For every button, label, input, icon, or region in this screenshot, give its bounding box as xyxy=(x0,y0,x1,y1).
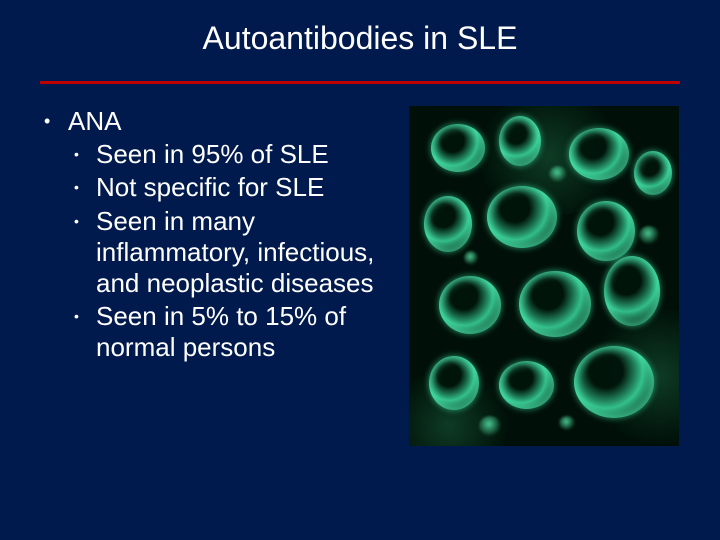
blob xyxy=(559,416,575,430)
title-underline xyxy=(40,81,680,84)
cell xyxy=(424,196,472,252)
bullet-list-level2: Seen in 95% of SLE Not specific for SLE … xyxy=(68,139,399,363)
cell xyxy=(431,124,485,172)
ana-micrograph-image xyxy=(409,106,679,446)
cell xyxy=(499,116,541,166)
cell xyxy=(577,201,635,261)
blob xyxy=(464,251,478,265)
bullet-sub: Seen in 95% of SLE xyxy=(68,139,399,170)
slide: Autoantibodies in SLE ANA Seen in 95% of… xyxy=(0,0,720,540)
bullet-sub-text: Seen in 5% to 15% of normal persons xyxy=(96,301,346,362)
cell xyxy=(429,356,479,410)
cell xyxy=(634,151,672,195)
image-column xyxy=(409,106,690,446)
content-row: ANA Seen in 95% of SLE Not specific for … xyxy=(30,106,690,446)
blob xyxy=(639,226,659,244)
cell xyxy=(604,256,660,326)
bullet-sub: Not specific for SLE xyxy=(68,172,399,203)
cell xyxy=(439,276,501,334)
bullet-sub: Seen in many inflammatory, infectious, a… xyxy=(68,206,399,300)
cell xyxy=(499,361,554,409)
bullet-sub-text: Seen in 95% of SLE xyxy=(96,139,329,169)
cell xyxy=(574,346,654,418)
text-column: ANA Seen in 95% of SLE Not specific for … xyxy=(40,106,399,446)
cell xyxy=(569,128,629,180)
bullet-sub-text: Not specific for SLE xyxy=(96,172,324,202)
bullet-main-text: ANA xyxy=(68,106,121,136)
bullet-main: ANA Seen in 95% of SLE Not specific for … xyxy=(40,106,399,364)
blob xyxy=(549,166,567,182)
cell xyxy=(487,186,557,248)
bullet-list-level1: ANA Seen in 95% of SLE Not specific for … xyxy=(40,106,399,364)
cell xyxy=(519,271,591,337)
blob xyxy=(479,416,501,436)
slide-title: Autoantibodies in SLE xyxy=(30,20,690,63)
bullet-sub-text: Seen in many inflammatory, infectious, a… xyxy=(96,206,374,298)
bullet-sub: Seen in 5% to 15% of normal persons xyxy=(68,301,399,363)
